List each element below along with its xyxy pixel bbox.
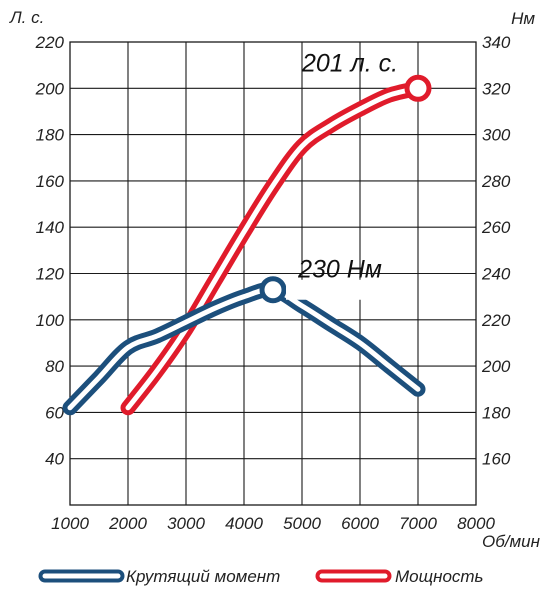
left-tick-label: 140 [36, 218, 65, 237]
right-tick-label: 260 [481, 218, 511, 237]
right-tick-label: 320 [482, 79, 511, 98]
left-axis-ticks: 40 60 80 100 120 140 160 180 200 220 [35, 33, 65, 469]
right-tick-label: 240 [481, 265, 511, 284]
left-axis-unit: Л. с. [9, 8, 44, 27]
x-tick-label: 4000 [225, 514, 263, 533]
peak-marker-torque [259, 276, 287, 304]
legend-label-power: Мощность [395, 567, 484, 586]
right-tick-label: 160 [482, 450, 511, 469]
left-tick-label: 120 [36, 265, 65, 284]
right-tick-label: 300 [482, 126, 511, 145]
x-axis-unit: Об/мин [482, 532, 541, 551]
left-tick-label: 220 [35, 33, 65, 52]
left-tick-label: 60 [45, 403, 64, 422]
torque-peak-label: 230 Нм [297, 256, 382, 284]
left-tick-label: 180 [36, 126, 65, 145]
grid [69, 41, 477, 506]
right-tick-label: 200 [481, 357, 511, 376]
left-tick-label: 80 [45, 357, 64, 376]
series-line-power-highlight [125, 85, 421, 411]
right-tick-label: 280 [481, 172, 511, 191]
power-peak-label: 201 л. с. [301, 49, 398, 77]
x-tick-label: 3000 [167, 514, 205, 533]
series-layer [62, 74, 432, 416]
right-tick-label: 180 [482, 403, 511, 422]
x-tick-label: 8000 [457, 514, 495, 533]
x-axis-ticks: 1000 2000 3000 4000 5000 6000 7000 8000 [51, 514, 495, 533]
series-line-torque-highlight [67, 286, 421, 411]
legend-label-torque: Крутящий момент [126, 567, 280, 586]
x-tick-label: 5000 [283, 514, 321, 533]
right-tick-label: 220 [481, 311, 511, 330]
left-tick-label: 100 [36, 311, 65, 330]
x-tick-label: 6000 [341, 514, 379, 533]
right-axis-unit: Нм [511, 9, 535, 28]
right-tick-label: 340 [482, 33, 511, 52]
x-tick-label: 7000 [399, 514, 437, 533]
legend-item-power: Мощность [315, 567, 484, 586]
left-tick-label: 160 [36, 172, 65, 191]
legend: Крутящий момент Мощность [38, 567, 484, 586]
left-tick-label: 40 [45, 450, 64, 469]
peak-marker-power [404, 74, 432, 102]
legend-item-torque: Крутящий момент [38, 567, 280, 586]
x-tick-label: 1000 [51, 514, 89, 533]
right-axis-ticks: 160 180 200 220 240 260 280 300 320 340 [481, 33, 511, 469]
x-tick-label: 2000 [108, 514, 147, 533]
left-tick-label: 200 [35, 79, 65, 98]
